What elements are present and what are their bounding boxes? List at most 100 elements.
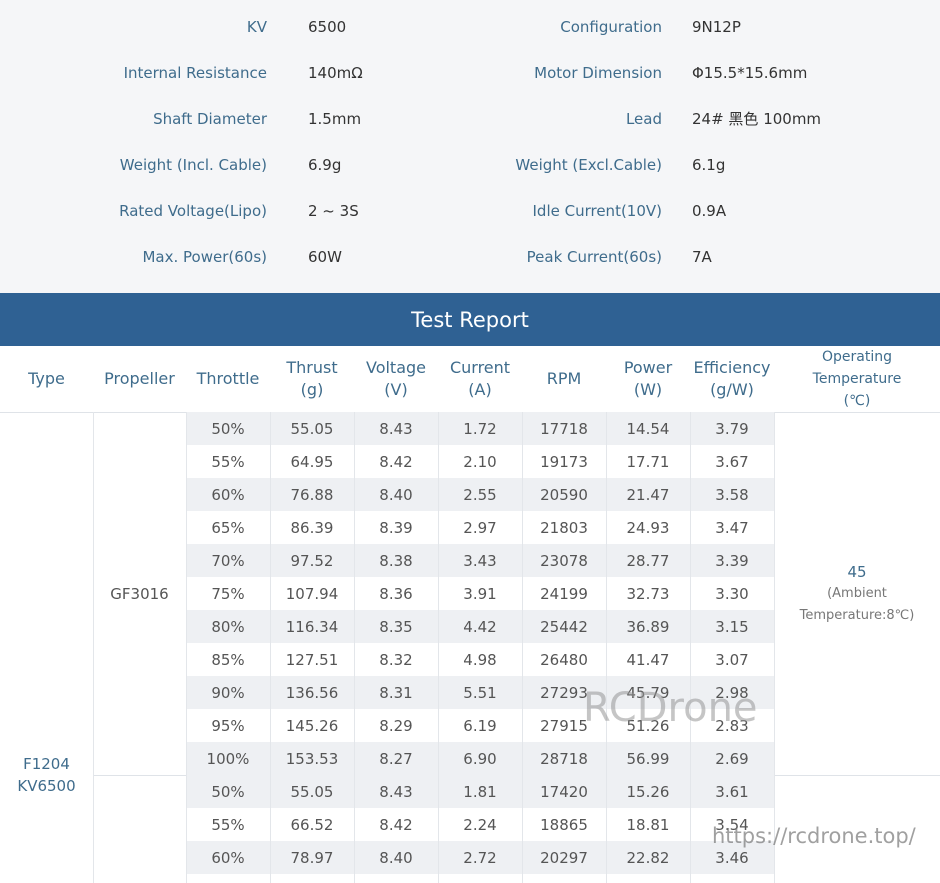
- column-header: (℃): [843, 393, 871, 409]
- spec-label: Configuration: [560, 18, 662, 36]
- cell: 97.52: [290, 551, 334, 570]
- spec-value: 140mΩ: [308, 64, 363, 82]
- cell: 18.81: [626, 815, 670, 834]
- cell: 85%: [211, 650, 245, 669]
- cell: 3.07: [715, 650, 749, 669]
- cell: 78.97: [290, 848, 334, 867]
- spec-label: Rated Voltage(Lipo): [119, 202, 267, 220]
- cell: 70%: [211, 551, 245, 570]
- cell: 75%: [211, 584, 245, 603]
- spec-value: 60W: [308, 248, 342, 266]
- column-header: Propeller: [104, 369, 175, 388]
- temperature: (Ambient: [827, 585, 887, 601]
- cell: 3.39: [715, 551, 749, 570]
- cell: 2.72: [463, 848, 497, 867]
- cell: 8.36: [379, 584, 413, 603]
- col-rule: [270, 412, 271, 883]
- cell: 8.43: [379, 782, 413, 801]
- column-header: Throttle: [196, 369, 260, 388]
- col-rule: [606, 412, 607, 883]
- type: F1204: [23, 755, 70, 773]
- cell: 145.26: [285, 716, 339, 735]
- column-header: (g): [300, 380, 324, 399]
- temperature: Temperature:8℃): [799, 607, 915, 623]
- cell: 45.79: [626, 683, 670, 702]
- col-rule: [774, 412, 775, 883]
- spec-value: 2 ~ 3S: [308, 202, 359, 220]
- cell: 4.42: [463, 617, 497, 636]
- cell: 66.52: [290, 815, 334, 834]
- cell: 2.83: [715, 716, 749, 735]
- cell: 116.34: [285, 617, 339, 636]
- column-header: Temperature: [812, 371, 902, 387]
- row-stripe: [186, 478, 774, 511]
- cell: 21.47: [626, 485, 670, 504]
- cell: 18865: [540, 815, 588, 834]
- cell: 3.91: [463, 584, 497, 603]
- cell: 14.54: [626, 419, 670, 438]
- cell: 3.67: [715, 452, 749, 471]
- row-stripe: [186, 610, 774, 643]
- cell: 8.29: [379, 716, 413, 735]
- spec-label: Idle Current(10V): [532, 202, 663, 220]
- spec-label: Weight (Incl. Cable): [119, 156, 267, 174]
- cell: 65%: [211, 518, 245, 537]
- column-header: Power: [623, 358, 673, 377]
- spec-value: Φ15.5*15.6mm: [692, 64, 808, 82]
- column-header: (V): [384, 380, 408, 399]
- row-stripe: [186, 544, 774, 577]
- cell: 25442: [540, 617, 588, 636]
- cell: 17.71: [626, 452, 670, 471]
- cell: 27915: [540, 716, 588, 735]
- cell: 90%: [211, 683, 245, 702]
- cell: 4.98: [463, 650, 497, 669]
- column-header: (W): [633, 380, 663, 399]
- cell: 26480: [540, 650, 588, 669]
- cell: 107.94: [285, 584, 339, 603]
- cell: 2.10: [463, 452, 497, 471]
- cell: 64.95: [290, 452, 334, 471]
- cell: 3.61: [715, 782, 749, 801]
- column-header: Voltage: [365, 358, 426, 377]
- cell: 8.43: [379, 419, 413, 438]
- spec-label: KV: [246, 18, 267, 36]
- cell: 136.56: [285, 683, 339, 702]
- type: KV6500: [17, 777, 76, 795]
- spec-value: 6500: [308, 18, 347, 36]
- cell: 2.97: [463, 518, 497, 537]
- cell: 23078: [540, 551, 588, 570]
- cell: 8.40: [379, 485, 413, 504]
- specs-panel: [0, 0, 940, 293]
- row-stripe: [186, 676, 774, 709]
- cell: 28.77: [626, 551, 670, 570]
- cell: 8.39: [379, 518, 413, 537]
- propeller: GF3016: [110, 584, 169, 603]
- spec-label: Shaft Diameter: [153, 110, 267, 128]
- cell: 6.90: [463, 749, 497, 768]
- watermark: https://rcdrone.top/: [712, 824, 916, 848]
- spec-label: Motor Dimension: [534, 64, 662, 82]
- col-rule: [690, 412, 691, 883]
- cell: 3.54: [715, 815, 749, 834]
- cell: 76.88: [290, 485, 334, 504]
- column-header: Operating: [822, 349, 892, 365]
- cell: 2.69: [715, 749, 749, 768]
- cell: 24199: [540, 584, 588, 603]
- cell: 8.42: [379, 815, 413, 834]
- cell: 127.51: [285, 650, 339, 669]
- spec-label: Peak Current(60s): [526, 248, 662, 266]
- cell: 8.40: [379, 848, 413, 867]
- col-rule: [186, 412, 187, 883]
- spec-label: Lead: [625, 110, 662, 128]
- cell: 8.27: [379, 749, 413, 768]
- cell: 36.89: [626, 617, 670, 636]
- spec-value: 1.5mm: [308, 110, 362, 128]
- cell: 17420: [540, 782, 588, 801]
- cell: 50%: [211, 419, 245, 438]
- cell: 28718: [540, 749, 588, 768]
- cell: 1.72: [463, 419, 497, 438]
- report-bar: [0, 293, 940, 346]
- column-header: (g/W): [710, 380, 754, 399]
- spec-value: 6.1g: [692, 156, 726, 174]
